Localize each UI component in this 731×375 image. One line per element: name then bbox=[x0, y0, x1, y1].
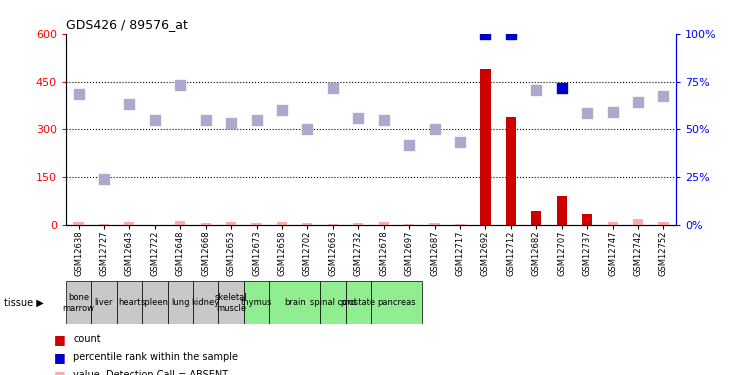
Bar bbox=[346, 281, 371, 324]
Bar bbox=[244, 281, 269, 324]
Point bbox=[302, 126, 314, 132]
Bar bbox=[607, 222, 618, 225]
Text: bone
marrow: bone marrow bbox=[63, 293, 94, 312]
Point bbox=[98, 176, 110, 182]
Point bbox=[428, 126, 440, 132]
Bar bbox=[66, 281, 91, 324]
Point bbox=[480, 31, 491, 37]
Bar bbox=[531, 211, 542, 225]
Text: percentile rank within the sample: percentile rank within the sample bbox=[73, 352, 238, 362]
Text: tissue ▶: tissue ▶ bbox=[4, 298, 43, 308]
Point bbox=[581, 111, 593, 117]
Point bbox=[251, 117, 262, 123]
Point bbox=[632, 99, 644, 105]
Point bbox=[200, 117, 211, 123]
Bar bbox=[277, 222, 287, 225]
Point bbox=[658, 93, 670, 99]
Bar bbox=[167, 281, 193, 324]
Text: thymus: thymus bbox=[240, 298, 272, 307]
Bar bbox=[226, 222, 236, 225]
Text: skeletal
muscle: skeletal muscle bbox=[215, 293, 247, 312]
Text: count: count bbox=[73, 334, 101, 344]
Text: GDS426 / 89576_at: GDS426 / 89576_at bbox=[66, 18, 188, 31]
Bar bbox=[327, 224, 338, 225]
Point bbox=[454, 139, 466, 145]
Point bbox=[225, 120, 237, 126]
Bar bbox=[124, 222, 135, 225]
Bar bbox=[251, 224, 262, 225]
Point bbox=[72, 92, 84, 98]
Text: prostate: prostate bbox=[341, 298, 376, 307]
Point bbox=[531, 87, 542, 93]
Point bbox=[607, 109, 618, 115]
Bar bbox=[480, 69, 491, 225]
Text: ■: ■ bbox=[54, 351, 66, 364]
Bar bbox=[219, 281, 244, 324]
Bar bbox=[99, 224, 109, 225]
Text: value, Detection Call = ABSENT: value, Detection Call = ABSENT bbox=[73, 370, 228, 375]
Bar bbox=[320, 281, 346, 324]
Text: lung: lung bbox=[171, 298, 189, 307]
Text: ■: ■ bbox=[54, 333, 66, 346]
Bar bbox=[117, 281, 142, 324]
Point bbox=[175, 82, 186, 88]
Bar bbox=[404, 224, 414, 225]
Bar bbox=[269, 281, 320, 324]
Bar bbox=[455, 224, 465, 225]
Text: spinal cord: spinal cord bbox=[310, 298, 356, 307]
Bar bbox=[633, 219, 643, 225]
Bar bbox=[379, 222, 389, 225]
Bar bbox=[142, 281, 167, 324]
Bar bbox=[175, 221, 186, 225]
Point bbox=[352, 115, 364, 121]
Text: kidney: kidney bbox=[192, 298, 220, 307]
Bar bbox=[73, 222, 83, 225]
Text: pancreas: pancreas bbox=[377, 298, 416, 307]
Point bbox=[378, 117, 390, 123]
Text: heart: heart bbox=[118, 298, 140, 307]
Text: liver: liver bbox=[95, 298, 113, 307]
Bar bbox=[659, 222, 669, 225]
Text: spleen: spleen bbox=[141, 298, 169, 307]
Bar bbox=[556, 196, 567, 225]
Bar bbox=[430, 224, 439, 225]
Point bbox=[556, 85, 567, 91]
Bar bbox=[193, 281, 219, 324]
Point bbox=[124, 101, 135, 107]
Bar bbox=[582, 214, 592, 225]
Point bbox=[404, 142, 415, 148]
Point bbox=[505, 31, 517, 37]
Bar bbox=[303, 224, 312, 225]
Point bbox=[327, 85, 338, 91]
Bar bbox=[353, 224, 363, 225]
Text: ■: ■ bbox=[54, 369, 66, 375]
Bar bbox=[91, 281, 117, 324]
Bar bbox=[506, 117, 516, 225]
Point bbox=[149, 117, 161, 123]
Point bbox=[276, 107, 288, 113]
Text: brain: brain bbox=[284, 298, 306, 307]
Bar bbox=[200, 224, 211, 225]
Bar bbox=[371, 281, 422, 324]
